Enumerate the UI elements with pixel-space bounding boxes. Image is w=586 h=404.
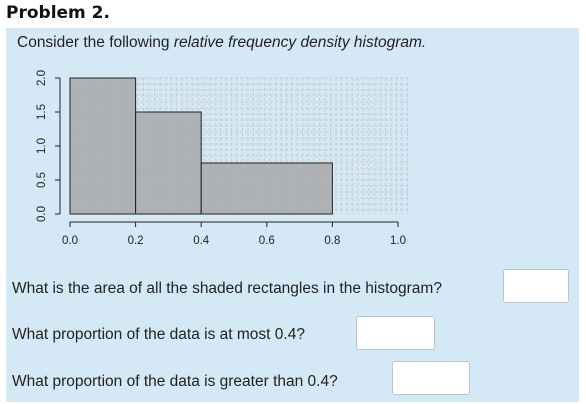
question-1-text: What is the area of all the shaded recta… [12, 280, 442, 297]
x-tick-label-2: 0.4 [193, 235, 210, 246]
answer-input-2[interactable] [356, 316, 435, 350]
question-2-text: What proportion of the data is at most 0… [12, 326, 305, 343]
intro-plain: Consider the following [17, 34, 174, 51]
x-tick-label-0: 0.0 [62, 235, 78, 246]
intro-italic: relative frequency density histogram. [173, 34, 427, 51]
problem-title: Problem 2. [6, 3, 110, 23]
y-tick-label-4: 2.0 [36, 70, 48, 86]
question-3-text: What proportion of the data is greater t… [12, 373, 338, 390]
answer-input-3[interactable] [392, 361, 470, 395]
y-tick-label-2: 1.0 [36, 138, 48, 154]
problem-panel: Consider the following relative frequenc… [6, 28, 579, 402]
bar-layer [69, 77, 333, 215]
histogram-bar-0 [69, 77, 137, 215]
y-tick-label-3: 1.5 [36, 104, 48, 120]
answer-input-1[interactable] [503, 269, 569, 303]
x-tick-label-1: 0.2 [128, 235, 144, 246]
x-tick-label-5: 1.0 [390, 235, 406, 246]
histogram-chart: 0.0 0.2 0.4 0.6 0.8 1.0 0.0 0.5 1.0 1.5 2.0 [36, 70, 410, 246]
y-tick-label-1: 0.5 [36, 172, 48, 188]
histogram-bar-2 [200, 162, 333, 215]
intro-text: Consider the following relative frequenc… [17, 34, 426, 52]
x-tick-label-3: 0.6 [259, 235, 275, 246]
x-tick-label-4: 0.8 [324, 235, 340, 246]
y-tick-label-0: 0.0 [36, 206, 48, 222]
histogram-bar-1 [135, 111, 202, 215]
axis-layer: 0.0 0.2 0.4 0.6 0.8 1.0 0.0 0.5 1.0 1.5 2.0 [36, 70, 406, 246]
